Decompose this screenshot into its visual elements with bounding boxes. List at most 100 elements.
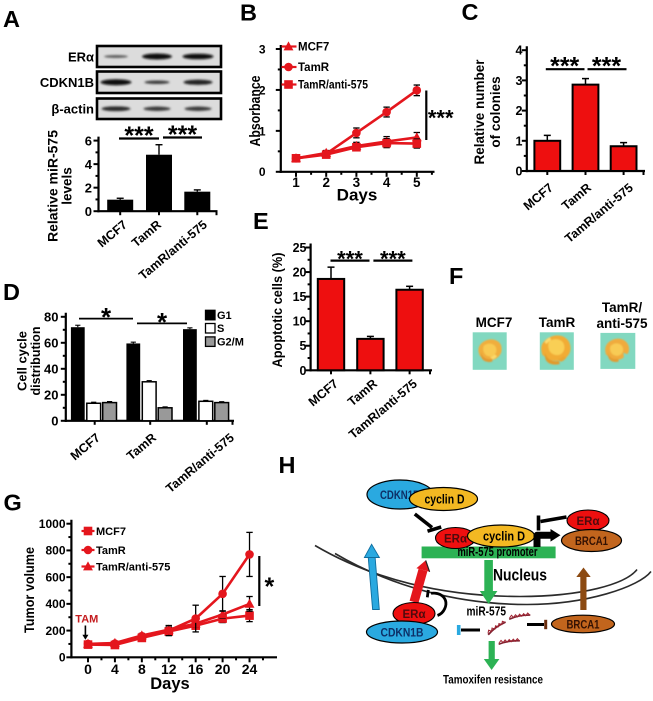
svg-text:Days: Days <box>337 186 378 205</box>
svg-text:60: 60 <box>44 335 58 350</box>
svg-text:C: C <box>462 0 479 25</box>
svg-text:10: 10 <box>293 315 307 329</box>
svg-text:4: 4 <box>383 175 391 190</box>
svg-text:β-actin: β-actin <box>51 102 94 117</box>
svg-text:G2/M: G2/M <box>217 337 244 349</box>
svg-text:***: *** <box>428 106 454 131</box>
svg-text:800: 800 <box>45 544 65 558</box>
svg-text:***: *** <box>124 122 153 150</box>
svg-text:F: F <box>449 263 463 289</box>
svg-text:20: 20 <box>293 266 307 280</box>
svg-text:*: * <box>265 573 275 601</box>
svg-text:MCF7: MCF7 <box>476 315 513 330</box>
svg-text:ERα: ERα <box>444 532 468 546</box>
svg-text:1: 1 <box>259 124 266 138</box>
svg-text:Days: Days <box>150 675 189 693</box>
svg-text:2: 2 <box>516 104 523 118</box>
svg-text:0: 0 <box>516 165 523 179</box>
svg-text:4: 4 <box>111 661 119 677</box>
svg-text:G1: G1 <box>217 310 232 322</box>
svg-text:Tumor volume: Tumor volume <box>21 547 37 633</box>
svg-text:B: B <box>240 0 257 25</box>
svg-text:***: *** <box>168 121 197 149</box>
svg-text:Relative number: Relative number <box>472 59 487 165</box>
svg-text:*: * <box>101 302 112 332</box>
svg-text:***: *** <box>380 247 406 272</box>
svg-text:TamR: TamR <box>96 545 126 557</box>
svg-text:TamR/anti-575: TamR/anti-575 <box>298 80 369 92</box>
svg-text:4: 4 <box>85 157 93 172</box>
svg-text:***: *** <box>337 247 363 272</box>
svg-text:*: * <box>157 307 168 337</box>
svg-text:80: 80 <box>44 309 58 324</box>
svg-text:0: 0 <box>59 651 66 665</box>
svg-text:of colonies: of colonies <box>488 76 503 147</box>
svg-text:15: 15 <box>293 290 307 304</box>
svg-text:TamR/anti-575: TamR/anti-575 <box>96 562 170 574</box>
svg-text:24: 24 <box>242 661 258 677</box>
svg-text:BRCA1: BRCA1 <box>575 536 608 548</box>
svg-text:400: 400 <box>45 597 65 611</box>
svg-text:TamR: TamR <box>539 315 576 330</box>
svg-text:3: 3 <box>259 42 266 56</box>
svg-text:3: 3 <box>516 74 523 88</box>
svg-text:12: 12 <box>161 661 177 677</box>
svg-text:***: *** <box>592 53 621 81</box>
svg-text:TamR/: TamR/ <box>602 300 643 315</box>
svg-text:CDKN1B: CDKN1B <box>40 75 94 90</box>
svg-text:TAM: TAM <box>75 614 98 626</box>
svg-text:Cell cycle: Cell cycle <box>15 331 30 391</box>
svg-text:3: 3 <box>353 175 361 190</box>
svg-text:5: 5 <box>300 339 307 353</box>
svg-text:distribution: distribution <box>28 326 43 395</box>
svg-text:2: 2 <box>322 175 330 190</box>
svg-text:6: 6 <box>85 133 92 148</box>
svg-text:1: 1 <box>292 175 300 190</box>
svg-text:MCF7: MCF7 <box>298 42 329 54</box>
svg-text:cyclin D: cyclin D <box>425 493 465 507</box>
svg-text:0: 0 <box>84 661 92 677</box>
svg-text:A: A <box>3 6 20 32</box>
svg-text:8: 8 <box>138 661 146 677</box>
svg-text:5: 5 <box>413 175 421 190</box>
svg-text:16: 16 <box>188 661 204 677</box>
svg-text:S: S <box>217 323 224 335</box>
svg-text:20: 20 <box>44 387 58 402</box>
svg-text:200: 200 <box>45 624 65 638</box>
svg-text:CDKN1B: CDKN1B <box>381 626 424 640</box>
svg-text:Relative miR-575: Relative miR-575 <box>46 130 61 242</box>
svg-text:MCF7: MCF7 <box>96 526 126 538</box>
svg-text:0: 0 <box>259 165 266 179</box>
svg-text:25: 25 <box>293 241 307 255</box>
svg-text:600: 600 <box>45 570 65 584</box>
svg-text:4: 4 <box>516 44 523 58</box>
svg-text:E: E <box>253 208 269 234</box>
svg-text:ERα: ERα <box>68 49 94 64</box>
svg-text:Apoptotic cells (%): Apoptotic cells (%) <box>269 253 285 368</box>
svg-text:levels: levels <box>60 167 75 205</box>
svg-text:2: 2 <box>259 83 266 97</box>
svg-text:0: 0 <box>300 364 307 378</box>
svg-text:Absorbance: Absorbance <box>247 76 264 147</box>
svg-text:***: *** <box>550 53 579 81</box>
svg-text:20: 20 <box>215 661 231 677</box>
svg-text:40: 40 <box>44 361 58 376</box>
svg-text:miR-575: miR-575 <box>467 605 507 619</box>
svg-text:cyclin D: cyclin D <box>483 529 525 543</box>
svg-text:H: H <box>279 452 296 478</box>
svg-text:G: G <box>4 490 22 516</box>
svg-text:D: D <box>3 279 20 305</box>
svg-text:0: 0 <box>51 413 58 428</box>
svg-text:0: 0 <box>85 204 92 219</box>
svg-text:anti-575: anti-575 <box>596 316 648 331</box>
svg-text:1000: 1000 <box>39 517 66 531</box>
svg-text:1: 1 <box>516 134 523 148</box>
svg-text:BRCA1: BRCA1 <box>567 619 600 631</box>
svg-text:miR-575 promoter: miR-575 promoter <box>458 544 538 559</box>
svg-text:2: 2 <box>85 180 92 195</box>
svg-text:ERα: ERα <box>403 607 427 621</box>
svg-text:TamR: TamR <box>298 62 330 74</box>
svg-text:Nucleus: Nucleus <box>493 566 547 585</box>
svg-text:Tamoxifen resistance: Tamoxifen resistance <box>443 673 543 687</box>
svg-text:ERα: ERα <box>577 514 601 528</box>
